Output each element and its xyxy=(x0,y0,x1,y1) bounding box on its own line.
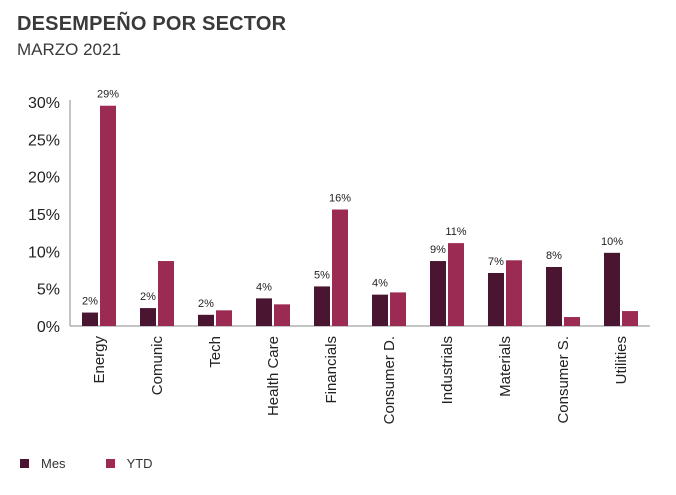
y-tick-label: 10% xyxy=(28,244,60,261)
bar-mes-energy xyxy=(82,312,98,326)
data-label: 29% xyxy=(97,89,119,101)
data-label: 10% xyxy=(601,236,623,248)
bar-ytd-utilities xyxy=(622,311,638,326)
legend-item-ytd: YTD xyxy=(105,456,153,471)
data-label: 2% xyxy=(82,296,98,308)
data-label: 4% xyxy=(256,281,272,293)
bar-mes-tech xyxy=(198,314,214,326)
bar-mes-financials xyxy=(314,286,330,326)
chart-subtitle: MARZO 2021 xyxy=(17,40,121,59)
bar-ytd-energy xyxy=(100,105,116,326)
bar-mes-consumer-d xyxy=(372,294,388,326)
bar-mes-utilities xyxy=(604,252,620,326)
bar-ytd-comunic xyxy=(158,261,174,326)
y-tick-label: 15% xyxy=(28,207,60,224)
data-label: 9% xyxy=(430,244,446,256)
legend-swatch-ytd xyxy=(105,459,115,468)
x-tick-label: Comunic xyxy=(149,336,166,396)
bar-ytd-materials xyxy=(506,260,522,326)
bar-ytd-tech xyxy=(216,310,232,326)
y-tick-label: 20% xyxy=(28,170,60,187)
x-tick-label: Materials xyxy=(497,336,514,397)
bar-mes-industrials xyxy=(430,261,446,326)
x-tick-label: Energy xyxy=(91,336,108,384)
legend: Mes YTD xyxy=(20,456,153,471)
bar-ytd-financials xyxy=(332,209,348,326)
data-label: 5% xyxy=(314,269,330,281)
x-tick-label: Health Care xyxy=(265,336,282,416)
y-tick-label: 30% xyxy=(28,95,60,112)
y-tick-label: 0% xyxy=(37,319,60,336)
y-tick-label: 5% xyxy=(37,282,60,299)
bar-ytd-consumer-d xyxy=(390,292,406,326)
x-tick-label: Industrials xyxy=(439,336,456,404)
legend-label-ytd: YTD xyxy=(126,456,153,471)
bar-mes-comunic xyxy=(140,308,156,326)
bar-mes-consumer-s xyxy=(546,267,562,326)
legend-label-mes: Mes xyxy=(41,456,66,471)
x-tick-label: Tech xyxy=(207,336,224,368)
data-label: 2% xyxy=(140,291,156,303)
data-label: 7% xyxy=(488,256,504,268)
legend-swatch-mes xyxy=(20,459,29,468)
data-label: 2% xyxy=(198,298,214,310)
x-tick-label: Consumer D. xyxy=(381,336,398,424)
bar-mes-health-care xyxy=(256,298,272,326)
legend-item-mes: Mes xyxy=(20,456,66,471)
y-tick-label: 25% xyxy=(28,132,60,149)
bar-ytd-consumer-s xyxy=(564,317,580,326)
bar-ytd-industrials xyxy=(448,243,464,326)
bar-mes-materials xyxy=(488,272,504,326)
x-tick-label: Utilities xyxy=(613,336,630,384)
chart-title: DESEMPEÑO POR SECTOR xyxy=(17,13,287,35)
data-label: 8% xyxy=(546,250,562,262)
data-label: 4% xyxy=(372,278,388,290)
data-label: 16% xyxy=(329,193,351,205)
data-label: 11% xyxy=(445,226,466,238)
bar-ytd-health-care xyxy=(274,304,290,326)
x-tick-label: Consumer S. xyxy=(555,336,572,424)
x-tick-label: Financials xyxy=(323,336,340,404)
